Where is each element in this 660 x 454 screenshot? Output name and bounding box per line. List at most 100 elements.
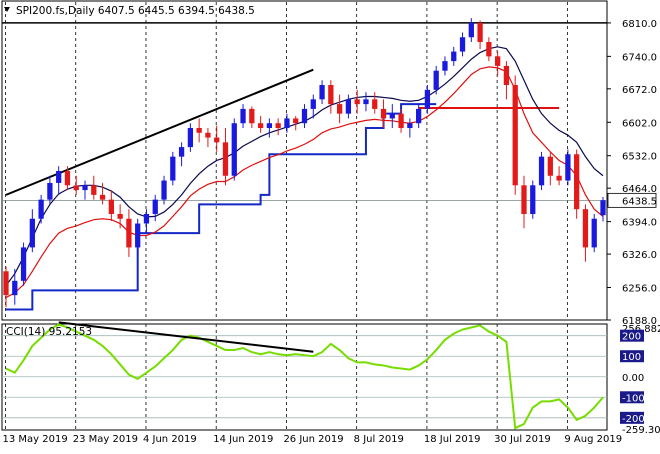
candle-body bbox=[389, 113, 395, 119]
candle[interactable] bbox=[591, 213, 597, 253]
candle[interactable] bbox=[538, 151, 545, 191]
candle[interactable] bbox=[266, 118, 273, 138]
cci-level-badge bbox=[620, 391, 644, 404]
candle[interactable] bbox=[178, 142, 185, 167]
candle-body bbox=[591, 218, 597, 248]
cci-level-badge-label: 100 bbox=[622, 352, 641, 363]
candle[interactable] bbox=[205, 128, 211, 148]
candle-body bbox=[424, 89, 431, 109]
candle[interactable] bbox=[407, 118, 413, 138]
candle[interactable] bbox=[240, 104, 246, 128]
candle[interactable] bbox=[495, 51, 501, 76]
candle[interactable] bbox=[20, 242, 27, 286]
candle[interactable] bbox=[91, 175, 97, 200]
candle-body bbox=[310, 99, 316, 109]
candle[interactable] bbox=[372, 92, 378, 114]
candle-body bbox=[82, 185, 88, 191]
candle[interactable] bbox=[293, 116, 299, 131]
candle-body bbox=[91, 185, 97, 195]
candle[interactable] bbox=[170, 151, 176, 186]
candle[interactable] bbox=[336, 94, 343, 124]
candle[interactable] bbox=[108, 190, 114, 222]
candle-body bbox=[574, 154, 580, 210]
candle[interactable] bbox=[547, 151, 553, 186]
candle[interactable] bbox=[486, 37, 492, 62]
candle[interactable] bbox=[56, 166, 62, 195]
candle[interactable] bbox=[275, 118, 281, 136]
candle[interactable] bbox=[214, 125, 220, 152]
candle[interactable] bbox=[231, 118, 237, 181]
candle[interactable] bbox=[143, 209, 150, 234]
candle[interactable] bbox=[530, 180, 536, 219]
candle[interactable] bbox=[99, 182, 106, 205]
candle[interactable] bbox=[301, 104, 308, 128]
candle[interactable] bbox=[64, 166, 71, 191]
candle-body bbox=[12, 280, 18, 296]
x-tick-label: 30 Jul 2019 bbox=[494, 434, 551, 445]
candle[interactable] bbox=[565, 149, 571, 186]
price-panel-frame bbox=[1, 0, 608, 321]
candle[interactable] bbox=[222, 128, 229, 186]
candle[interactable] bbox=[512, 75, 518, 195]
candle[interactable] bbox=[582, 204, 589, 262]
candle[interactable] bbox=[319, 80, 325, 105]
candle[interactable] bbox=[196, 118, 202, 143]
candle[interactable] bbox=[117, 204, 123, 229]
candle-body bbox=[415, 108, 422, 124]
candle[interactable] bbox=[354, 89, 360, 114]
candle[interactable] bbox=[328, 80, 334, 114]
y-tick-label: 6464.0 bbox=[622, 184, 657, 195]
candle[interactable] bbox=[521, 175, 527, 229]
candle[interactable] bbox=[187, 123, 194, 152]
candle-body bbox=[345, 99, 352, 114]
candle[interactable] bbox=[73, 175, 79, 195]
candle[interactable] bbox=[503, 61, 510, 100]
candle[interactable] bbox=[310, 94, 316, 119]
candle-body bbox=[319, 85, 325, 100]
candle[interactable] bbox=[29, 209, 35, 253]
candle[interactable] bbox=[152, 194, 158, 222]
candle[interactable] bbox=[442, 56, 448, 76]
candle[interactable] bbox=[284, 113, 290, 133]
candle-body bbox=[451, 51, 457, 62]
candle[interactable] bbox=[424, 85, 431, 114]
candle[interactable] bbox=[380, 99, 387, 128]
candle[interactable] bbox=[249, 106, 255, 128]
y-tick-label: 6188.0 bbox=[622, 316, 657, 327]
candle-body bbox=[600, 200, 606, 216]
candle-body bbox=[468, 22, 474, 38]
candle[interactable] bbox=[477, 20, 483, 50]
candle[interactable] bbox=[82, 180, 88, 200]
candle[interactable] bbox=[556, 166, 562, 186]
candle[interactable] bbox=[12, 268, 18, 305]
candle[interactable] bbox=[574, 149, 580, 219]
candle[interactable] bbox=[47, 175, 53, 205]
candle[interactable] bbox=[126, 209, 132, 257]
candle-body bbox=[442, 61, 448, 71]
candle[interactable] bbox=[433, 65, 439, 95]
moving-average-fast-line bbox=[5, 66, 604, 299]
candle[interactable] bbox=[257, 116, 264, 133]
candle-body bbox=[231, 123, 237, 176]
candle-body bbox=[363, 99, 369, 105]
candle[interactable] bbox=[451, 46, 457, 66]
candle-body bbox=[398, 113, 404, 128]
candle[interactable] bbox=[363, 92, 369, 112]
y-tick-label: 6672.0 bbox=[622, 85, 657, 96]
y-tick-label: 6256.0 bbox=[622, 284, 657, 295]
candle[interactable] bbox=[398, 108, 404, 133]
candle[interactable] bbox=[600, 197, 606, 222]
candle[interactable] bbox=[345, 94, 352, 119]
candle-body bbox=[152, 199, 158, 214]
candle[interactable] bbox=[468, 18, 474, 43]
candle[interactable] bbox=[3, 266, 9, 308]
candle[interactable] bbox=[459, 32, 466, 57]
candle[interactable] bbox=[415, 104, 422, 128]
candle[interactable] bbox=[161, 175, 167, 205]
candle[interactable] bbox=[38, 194, 44, 224]
candle[interactable] bbox=[389, 104, 395, 128]
candle-body bbox=[117, 213, 123, 219]
candle-body bbox=[380, 108, 387, 119]
candle[interactable] bbox=[135, 218, 141, 257]
